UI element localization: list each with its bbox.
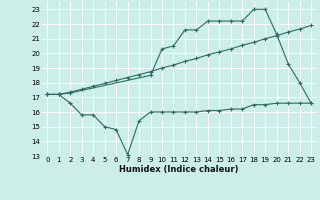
X-axis label: Humidex (Indice chaleur): Humidex (Indice chaleur) — [119, 165, 239, 174]
